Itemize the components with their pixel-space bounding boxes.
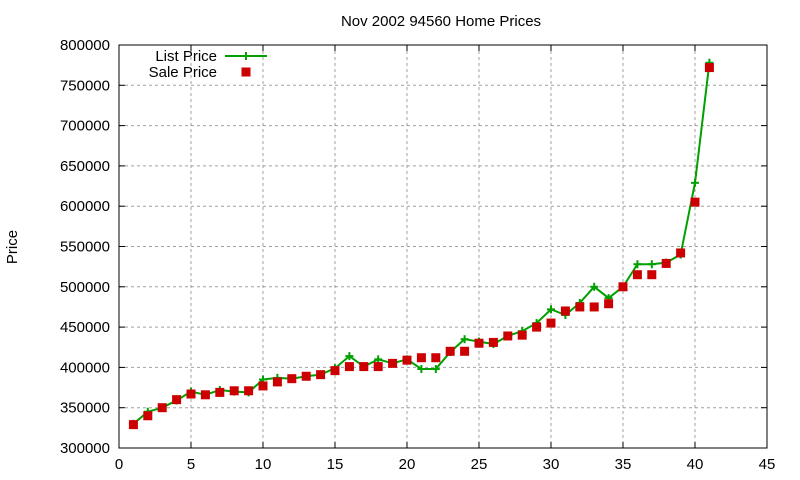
y-tick-label: 800000 — [60, 37, 110, 54]
y-tick-label: 600000 — [60, 198, 110, 215]
sale-price-point — [474, 338, 484, 348]
sale-price-point — [445, 346, 455, 356]
sale-price-point — [704, 63, 714, 73]
chart-title: Nov 2002 94560 Home Prices — [341, 13, 541, 30]
legend-label-sale-price: Sale Price — [149, 64, 217, 81]
sale-price-point — [517, 330, 527, 340]
x-tick-label: 35 — [615, 456, 632, 473]
sale-price-point — [330, 366, 340, 376]
list-price-point — [647, 260, 656, 269]
y-tick-label: 750000 — [60, 77, 110, 94]
y-tick-label: 450000 — [60, 319, 110, 336]
sale-price-point — [244, 386, 254, 396]
x-tick-label: 45 — [759, 456, 776, 473]
y-tick-label: 350000 — [60, 400, 110, 417]
plot-border — [118, 44, 768, 449]
sale-price-point — [460, 346, 470, 356]
list-price-point — [547, 305, 555, 314]
x-tick-label: 5 — [187, 456, 195, 473]
sale-price-point — [301, 371, 311, 381]
sale-price-point — [200, 390, 210, 400]
sale-price-point — [647, 270, 657, 280]
sale-price-point — [431, 353, 441, 363]
sale-price-point — [560, 306, 570, 316]
sale-price-point — [388, 358, 398, 368]
sale-price-point — [143, 411, 153, 421]
sale-price-point — [272, 377, 282, 387]
y-tick-label: 550000 — [60, 239, 110, 256]
list-price-point — [691, 178, 699, 187]
data-marks — [128, 58, 714, 430]
sale-price-point — [229, 386, 239, 396]
sale-price-point — [344, 362, 354, 372]
x-tick-label: 40 — [687, 456, 704, 473]
y-axis-label: Price — [4, 230, 21, 264]
list-price-point — [431, 365, 440, 374]
sale-price-point — [503, 331, 513, 341]
sale-price-point — [661, 258, 671, 268]
sale-price-point — [172, 395, 182, 405]
axes: 0 5 10 15 20 25 30 35 40 45 300000 350000 400000 4500… — [60, 37, 775, 473]
sale-price-point — [589, 302, 599, 312]
sale-price-point — [186, 389, 196, 399]
legend: List Price Sale Price — [149, 48, 267, 81]
sale-price-point — [316, 370, 326, 380]
y-tick-label: 500000 — [60, 279, 110, 296]
x-tick-label: 25 — [471, 456, 488, 473]
x-tick-label: 20 — [399, 456, 416, 473]
y-tick-label: 650000 — [60, 158, 110, 175]
sale-price-point — [402, 355, 412, 365]
sale-price-point — [546, 318, 556, 328]
grid — [119, 45, 767, 448]
sale-price-point — [359, 362, 369, 372]
sale-price-point — [215, 387, 225, 397]
x-tick-label: 15 — [327, 456, 344, 473]
y-tick-label: 300000 — [60, 440, 110, 457]
sale-price-point — [604, 299, 614, 309]
legend-label-list-price: List Price — [155, 48, 217, 65]
x-tick-label: 30 — [543, 456, 560, 473]
sale-price-point — [287, 374, 297, 384]
legend-sale-price-marker — [241, 67, 251, 77]
list-price-point — [460, 335, 469, 344]
sale-price-point — [128, 420, 138, 430]
sale-price-point — [258, 381, 268, 391]
list-price-point — [590, 282, 599, 291]
list-price-point — [417, 365, 426, 374]
list-price-point — [374, 355, 383, 364]
sale-price-point — [488, 337, 498, 347]
sale-price-point — [632, 270, 642, 280]
x-tick-label: 10 — [255, 456, 272, 473]
sale-price-point — [532, 322, 542, 332]
list-price-point — [345, 352, 354, 361]
list-price-point — [633, 260, 642, 269]
sale-price-point — [157, 403, 167, 413]
sale-price-point — [676, 248, 686, 258]
sale-price-point — [618, 282, 628, 292]
sale-price-point — [575, 302, 585, 312]
sale-price-point — [373, 362, 383, 372]
y-tick-label: 700000 — [60, 118, 110, 135]
y-tick-label: 400000 — [60, 359, 110, 376]
sale-price-point — [690, 197, 700, 207]
x-tick-label: 0 — [115, 456, 123, 473]
sale-price-point — [416, 353, 426, 363]
